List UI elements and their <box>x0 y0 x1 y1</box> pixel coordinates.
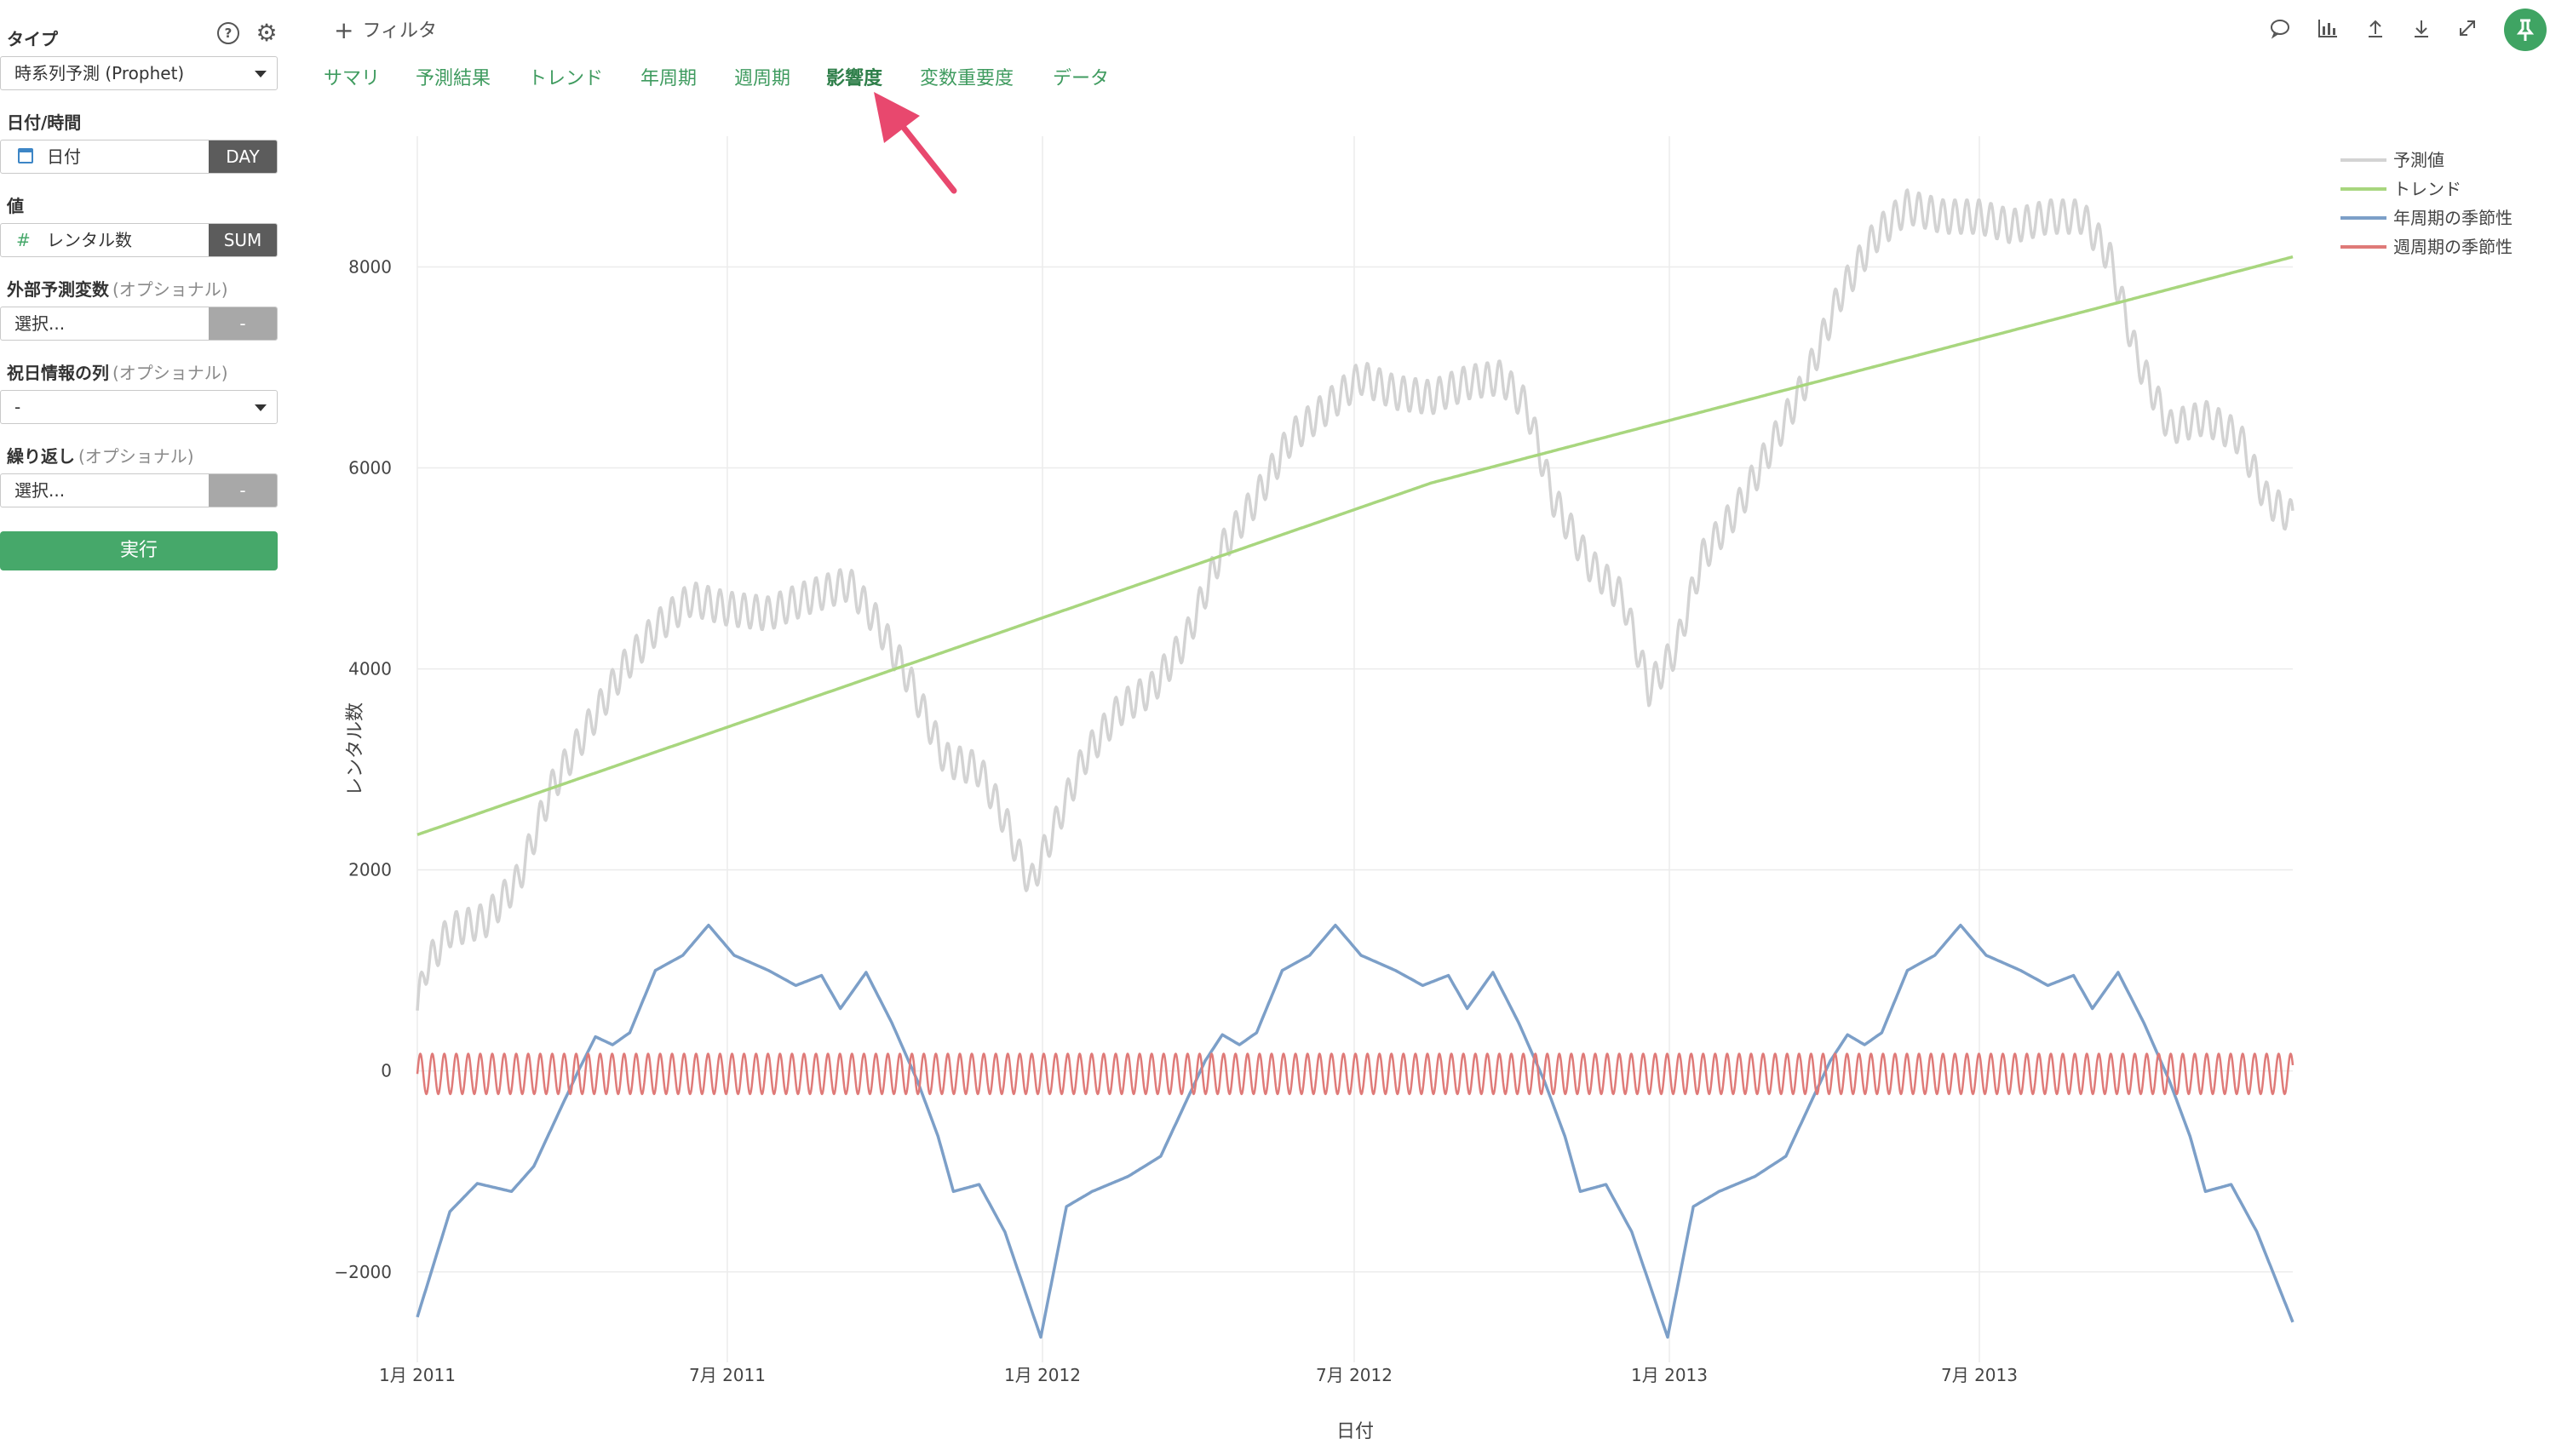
plus-icon: + <box>334 16 354 44</box>
series-line-2 <box>416 923 2294 1339</box>
holiday-select[interactable]: - <box>0 390 278 424</box>
value-aggregation-button[interactable]: SUM <box>209 224 277 256</box>
y-tick-label: 8000 <box>348 256 392 277</box>
tick-labels: −2000 0 2000 4000 6000 8000 1月 2011 7月 2011 1月 2… <box>334 256 2018 1385</box>
tab-yearly[interactable]: 年周期 <box>640 68 698 89</box>
type-label: タイプ <box>7 29 58 49</box>
pin-button[interactable] <box>2504 9 2547 51</box>
tab-summary[interactable]: サマリ <box>324 68 381 89</box>
x-tick-label: 1月 2012 <box>1004 1365 1081 1385</box>
sidebar: タイプ ? ⚙ 時系列予測 (Prophet) 日付/時間 日付 DAY 値 #… <box>0 0 281 1456</box>
tab-forecast-results[interactable]: 予測結果 <box>416 68 491 89</box>
date-field[interactable]: 日付 DAY <box>0 140 278 174</box>
legend-entry[interactable]: 週周期の季節性 <box>2393 237 2513 257</box>
tab-trend[interactable]: トレンド <box>528 68 604 89</box>
external-field-value: 選択... <box>14 313 66 334</box>
external-label: 外部予測変数 (オプショナル) <box>7 279 228 300</box>
repeat-field[interactable]: 選択... - <box>0 473 278 507</box>
download-icon[interactable] <box>2409 15 2434 41</box>
repeat-field-value: 選択... <box>14 480 66 501</box>
filter-button[interactable]: + フィルタ <box>334 16 438 44</box>
y-tick-label: 2000 <box>348 860 392 880</box>
x-tick-label: 7月 2011 <box>689 1365 766 1385</box>
x-tick-label: 7月 2013 <box>1941 1365 2018 1385</box>
series-line-0 <box>416 188 2294 1012</box>
y-tick-label: 4000 <box>348 659 392 679</box>
pin-icon <box>2516 19 2535 41</box>
tab-variable-importance[interactable]: 変数重要度 <box>920 68 1014 89</box>
value-field-value: レンタル数 <box>47 230 132 250</box>
chevron-down-icon <box>255 404 267 411</box>
chart-icon[interactable] <box>2315 15 2340 41</box>
holiday-select-value: - <box>14 397 21 417</box>
tab-data[interactable]: データ <box>1053 68 1110 89</box>
hash-icon: # <box>16 230 31 250</box>
external-aggregation-button[interactable]: - <box>209 307 277 340</box>
y-tick-label: −2000 <box>334 1262 392 1282</box>
date-field-value: 日付 <box>47 146 81 167</box>
x-tick-label: 1月 2013 <box>1631 1365 1708 1385</box>
repeat-label: 繰り返し (オプショナル) <box>7 446 194 467</box>
tab-weekly[interactable]: 週周期 <box>734 68 791 89</box>
type-select-value: 時系列予測 (Prophet) <box>14 63 185 83</box>
legend-entry[interactable]: 年周期の季節性 <box>2393 208 2513 228</box>
chevron-down-icon <box>255 71 267 77</box>
series-line-1 <box>416 255 2294 836</box>
calendar-icon <box>18 148 33 163</box>
grid <box>416 136 2293 1362</box>
annotation-arrow <box>874 92 957 194</box>
date-aggregation-button[interactable]: DAY <box>209 140 277 173</box>
value-field[interactable]: # レンタル数 SUM <box>0 223 278 257</box>
series-line-3 <box>416 1052 2294 1096</box>
y-tick-label: 0 <box>381 1061 392 1081</box>
legend-entry[interactable]: トレンド <box>2393 179 2461 199</box>
gear-icon[interactable]: ⚙ <box>256 19 278 47</box>
x-axis-title: 日付 <box>1336 1421 1374 1442</box>
upload-icon[interactable] <box>2363 15 2388 41</box>
run-button[interactable]: 実行 <box>0 531 278 570</box>
y-axis-title: レンタル数 <box>345 702 366 796</box>
comment-icon[interactable] <box>2267 15 2293 41</box>
series-group <box>416 188 2294 1339</box>
x-tick-label: 1月 2011 <box>379 1365 456 1385</box>
x-tick-label: 7月 2012 <box>1316 1365 1393 1385</box>
expand-icon[interactable] <box>2455 15 2480 41</box>
holiday-label: 祝日情報の列 (オプショナル) <box>7 363 228 383</box>
legend-entry[interactable]: 予測値 <box>2393 150 2444 170</box>
repeat-aggregation-button[interactable]: - <box>209 474 277 507</box>
help-icon[interactable]: ? <box>217 22 239 44</box>
type-select[interactable]: 時系列予測 (Prophet) <box>0 56 278 90</box>
value-label: 値 <box>7 196 24 216</box>
date-label: 日付/時間 <box>7 112 82 133</box>
external-field[interactable]: 選択... - <box>0 307 278 341</box>
y-tick-label: 6000 <box>348 458 392 479</box>
tab-impact[interactable]: 影響度 <box>826 68 883 89</box>
